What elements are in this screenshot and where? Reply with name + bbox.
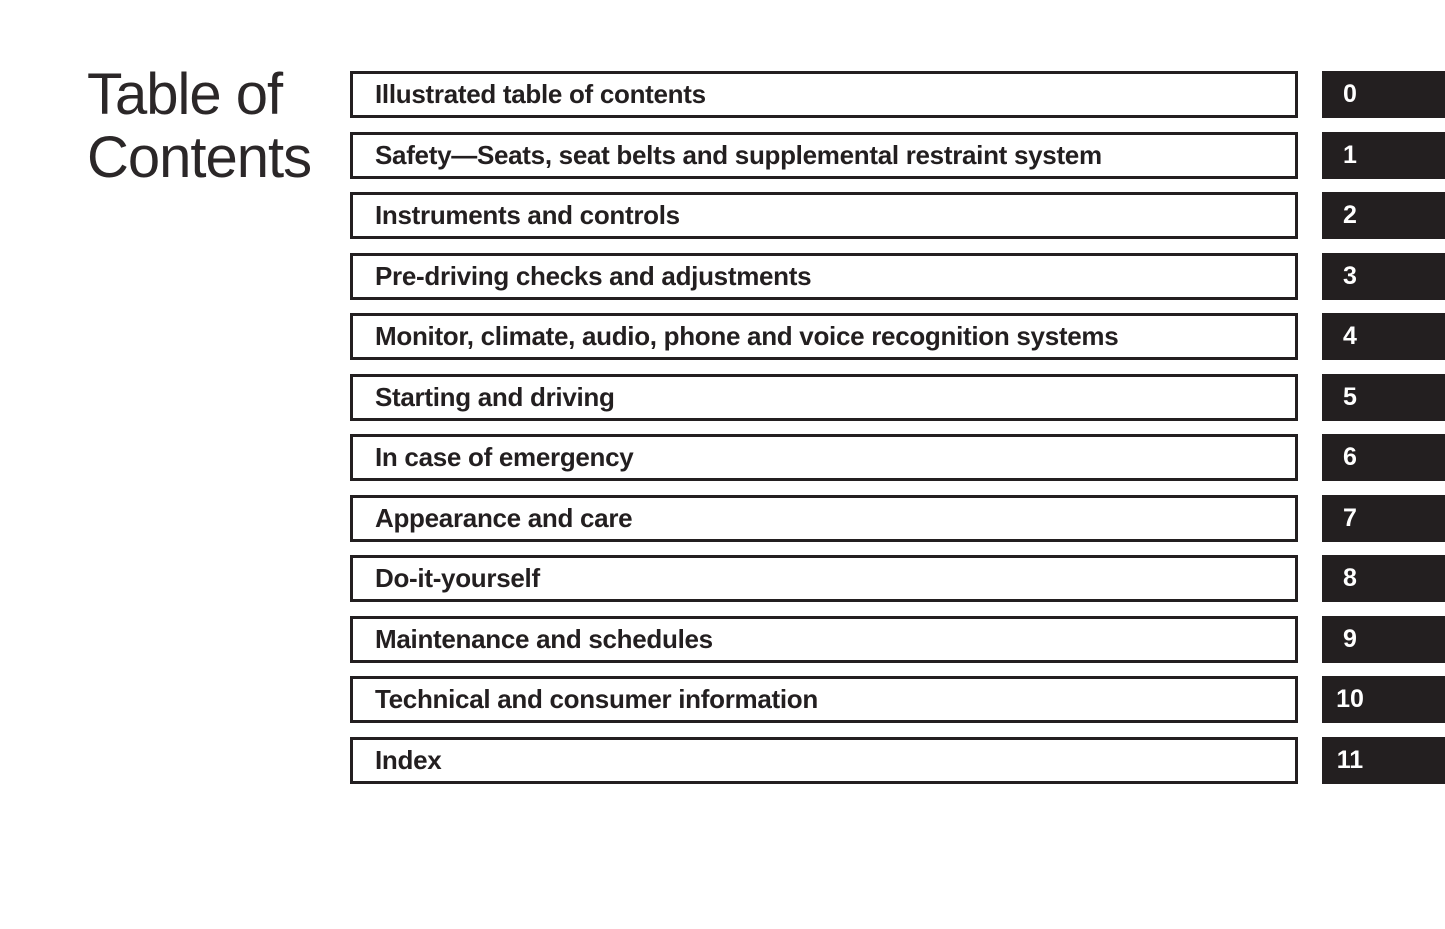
section-tab-strip: 0 1 2 3 4 5 6 7 8 9 10 11 [1322, 71, 1445, 797]
section-tab-7[interactable]: 7 [1322, 494, 1445, 542]
toc-entry-label: Monitor, climate, audio, phone and voice… [375, 321, 1119, 351]
section-tab-number: 6 [1343, 443, 1357, 471]
section-tab-number: 2 [1343, 201, 1357, 229]
section-tab-number: 9 [1343, 624, 1357, 653]
section-tab-8[interactable]: 8 [1322, 555, 1445, 602]
toc-entry-label: Appearance and care [375, 502, 633, 533]
toc-entry-label: Technical and consumer information [375, 684, 818, 714]
section-tab-4[interactable]: 4 [1322, 313, 1445, 360]
section-tab-0[interactable]: 0 [1322, 71, 1445, 118]
page-title: Table of Contents [87, 62, 312, 190]
toc-entry-technical-and-consumer-information[interactable]: Technical and consumer information [350, 676, 1298, 723]
section-tab-number: 4 [1343, 322, 1357, 350]
toc-entry-do-it-yourself[interactable]: Do-it-yourself [350, 555, 1298, 602]
section-tab-number: 3 [1343, 261, 1357, 290]
section-tab-2[interactable]: 2 [1322, 192, 1445, 239]
section-tab-6[interactable]: 6 [1322, 434, 1445, 481]
toc-entry-starting-and-driving[interactable]: Starting and driving [350, 373, 1298, 421]
toc-entry-label: Illustrated table of contents [375, 79, 706, 109]
toc-entry-label: In case of emergency [375, 442, 634, 472]
section-tab-3[interactable]: 3 [1322, 252, 1445, 300]
section-tab-number: 7 [1343, 503, 1357, 532]
section-tab-10[interactable]: 10 [1322, 676, 1445, 723]
section-tab-number: 11 [1336, 745, 1364, 774]
toc-entry-label: Instruments and controls [375, 200, 680, 230]
toc-entry-instruments-and-controls[interactable]: Instruments and controls [350, 192, 1298, 239]
section-tab-number: 10 [1336, 685, 1364, 713]
toc-entry-list: Illustrated table of contents Safety—Sea… [350, 71, 1298, 797]
section-tab-number: 1 [1343, 140, 1357, 169]
page-title-line1: Table of [87, 62, 283, 127]
toc-entry-in-case-of-emergency[interactable]: In case of emergency [350, 434, 1298, 481]
section-tab-number: 0 [1343, 80, 1357, 108]
toc-entry-safety[interactable]: Safety—Seats, seat belts and supplementa… [350, 131, 1298, 179]
section-tab-number: 5 [1343, 382, 1357, 411]
page-title-line2: Contents [87, 125, 312, 190]
section-tab-9[interactable]: 9 [1322, 615, 1445, 663]
toc-entry-index[interactable]: Index [350, 736, 1298, 784]
toc-entry-illustrated-table-of-contents[interactable]: Illustrated table of contents [350, 71, 1298, 118]
toc-entry-label: Index [375, 744, 442, 775]
toc-entry-label: Maintenance and schedules [375, 623, 713, 654]
toc-entry-label: Pre-driving checks and adjustments [375, 260, 812, 291]
section-tab-11[interactable]: 11 [1322, 736, 1445, 784]
section-tab-1[interactable]: 1 [1322, 131, 1445, 179]
toc-entry-maintenance-and-schedules[interactable]: Maintenance and schedules [350, 615, 1298, 663]
toc-entry-appearance-and-care[interactable]: Appearance and care [350, 494, 1298, 542]
section-tab-number: 8 [1343, 564, 1357, 592]
toc-entry-label: Starting and driving [375, 381, 615, 412]
section-tab-5[interactable]: 5 [1322, 373, 1445, 421]
toc-entry-label: Safety—Seats, seat belts and supplementa… [375, 139, 1102, 170]
toc-entry-monitor-climate-audio[interactable]: Monitor, climate, audio, phone and voice… [350, 313, 1298, 360]
toc-entry-pre-driving-checks[interactable]: Pre-driving checks and adjustments [350, 252, 1298, 300]
toc-entry-label: Do-it-yourself [375, 563, 540, 593]
